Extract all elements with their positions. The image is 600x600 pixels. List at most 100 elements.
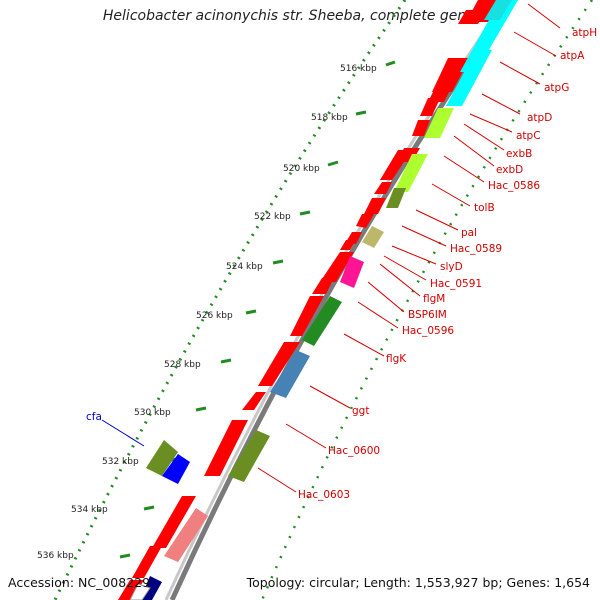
- leader-line: [101, 419, 145, 447]
- leader-line: [453, 135, 495, 167]
- scale-tick: [119, 553, 131, 559]
- leader-line: [463, 123, 505, 151]
- gene-cds: [312, 278, 334, 294]
- gene-cds: [458, 10, 486, 24]
- tick-label: 524 kbp: [226, 262, 263, 272]
- feature-blue: [162, 454, 190, 484]
- scale-tick: [220, 358, 232, 364]
- gene-cds: [204, 420, 248, 476]
- tick-label: 536 kbp: [37, 551, 74, 561]
- scale-ticks: 516 kbp 518 kbp 520 kbp 522 kbp 524 kbp …: [37, 60, 396, 561]
- feature-khaki: [362, 226, 384, 248]
- gene-cds: [258, 342, 300, 386]
- leader-line: [527, 3, 561, 29]
- gene-cds: [420, 98, 440, 116]
- leader-line: [285, 423, 327, 449]
- gene-label-cfa: cfa: [86, 411, 102, 423]
- tick-label: 518 kbp: [311, 113, 348, 123]
- gene-cds: [320, 252, 354, 282]
- scale-tick: [299, 210, 311, 216]
- leader-line: [343, 333, 385, 357]
- feature-pink: [164, 508, 208, 562]
- gene-cds: [242, 392, 266, 410]
- map-title: Helicobacter acinonychis str. Sheeba, co…: [102, 8, 498, 24]
- gene-cds: [374, 182, 392, 194]
- tick-label: 534 kbp: [71, 505, 108, 515]
- gene-label: pal: [461, 227, 477, 239]
- scale-tick: [195, 406, 207, 412]
- gene-label: BSP6IM: [408, 309, 447, 321]
- gene-cds: [380, 150, 412, 180]
- gene-cds: [412, 120, 430, 136]
- leader-line: [481, 93, 521, 115]
- scale-tick: [385, 60, 396, 67]
- feature-olive: [228, 430, 270, 482]
- gene-label: Hac_0589: [450, 243, 502, 255]
- leader-line: [443, 155, 485, 183]
- gene-label: flgK: [386, 353, 407, 365]
- tick-label: 530 kbp: [134, 408, 171, 418]
- leader-line: [513, 31, 557, 57]
- gene-label: Hac_0603: [298, 489, 350, 501]
- leader-line: [431, 183, 471, 207]
- tick-label: 528 kbp: [164, 360, 201, 370]
- gene-label: ggt: [352, 405, 369, 417]
- leader-line: [499, 61, 541, 85]
- feature-yellow-green: [394, 154, 428, 192]
- gene-cds: [152, 496, 196, 548]
- gene-label: atpH: [572, 27, 597, 39]
- tick-label: 516 kbp: [340, 64, 377, 74]
- gene-label: Hac_0586: [488, 180, 540, 192]
- genome-info-text: Topology: circular; Length: 1,553,927 bp…: [246, 575, 590, 590]
- tick-label: 526 kbp: [196, 311, 233, 321]
- feature-magenta: [340, 256, 364, 288]
- scale-tick: [143, 505, 155, 511]
- gene-label: Hac_0591: [430, 278, 482, 290]
- gene-label: atpG: [544, 82, 569, 94]
- gene-cds: [132, 546, 162, 578]
- tick-label: 532 kbp: [102, 457, 139, 467]
- feature-white: [129, 583, 151, 600]
- feature-olive: [386, 188, 406, 208]
- leader-line: [469, 113, 513, 133]
- feature-steel-blue: [270, 350, 310, 398]
- gene-label: atpD: [527, 112, 552, 124]
- gene-cds: [340, 240, 356, 250]
- gene-cds: [356, 214, 374, 228]
- leader-line: [391, 245, 437, 265]
- gene-cds: [364, 198, 386, 214]
- gene-label: slyD: [440, 261, 463, 273]
- cds-forward-strand: [118, 0, 500, 600]
- gene-label: atpA: [560, 50, 585, 62]
- leader-line: [309, 385, 351, 409]
- feature-atp-operon: [446, 50, 492, 106]
- gene-label: exbD: [496, 164, 523, 176]
- feature-blocks: [129, 0, 518, 600]
- gene-label: exbB: [506, 148, 532, 160]
- tick-label: 520 kbp: [283, 164, 320, 174]
- gene-label: atpC: [516, 130, 541, 142]
- gene-label: Hac_0600: [328, 445, 380, 457]
- leader-line: [415, 209, 459, 231]
- feature-olive: [146, 440, 178, 476]
- leader-line: [401, 225, 447, 247]
- feature-atp-operon: [484, 0, 512, 20]
- gene-label: tolB: [474, 202, 495, 214]
- scale-tick: [355, 110, 367, 116]
- scale-tick: [327, 160, 339, 167]
- leader-line: [379, 263, 421, 297]
- accession-text: Accession: NC_008229: [8, 575, 151, 590]
- gene-label: Hac_0596: [402, 325, 454, 337]
- scale-tick: [272, 259, 284, 265]
- scale-tick: [245, 309, 257, 315]
- feature-forest-green: [302, 296, 342, 346]
- gene-labels: atpH atpA atpG atpD atpC exbB exbD Hac_0…: [86, 27, 597, 501]
- gene-cds: [290, 296, 324, 336]
- gene-cds: [432, 58, 470, 92]
- leader-line: [383, 255, 427, 281]
- outer-tick-ring: [53, 0, 407, 600]
- leader-line: [257, 467, 297, 493]
- label-leaders: [101, 3, 561, 493]
